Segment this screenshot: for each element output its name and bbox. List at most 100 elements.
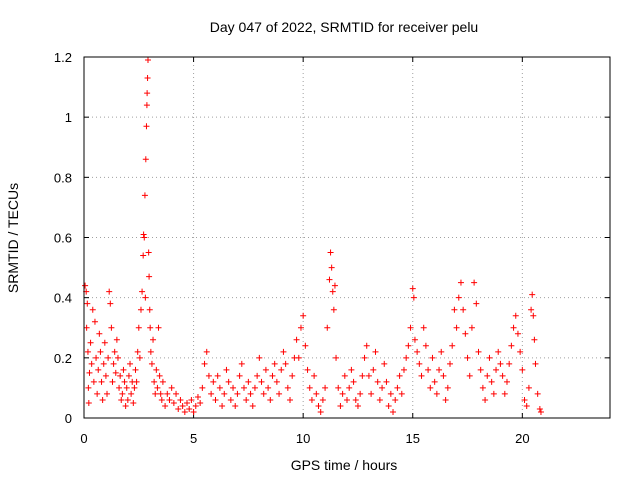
data-point	[451, 306, 458, 313]
data-point	[517, 348, 524, 355]
data-point	[164, 390, 171, 397]
data-point	[473, 300, 480, 307]
data-point	[212, 396, 219, 403]
data-point	[531, 336, 538, 343]
data-point	[84, 348, 91, 355]
data-point	[86, 369, 93, 376]
data-point	[405, 342, 412, 349]
y-tick-label: 0.6	[54, 231, 72, 246]
data-point	[142, 156, 149, 163]
data-point	[97, 348, 104, 355]
data-point	[400, 366, 407, 373]
data-point	[521, 396, 528, 403]
data-point	[280, 348, 287, 355]
data-point	[102, 372, 109, 379]
data-point	[134, 348, 141, 355]
data-point	[262, 366, 269, 373]
data-point	[394, 384, 401, 391]
data-point	[287, 396, 294, 403]
data-point	[123, 384, 130, 391]
data-point	[152, 390, 159, 397]
data-point	[137, 306, 144, 313]
data-point	[85, 384, 92, 391]
data-point	[466, 372, 473, 379]
grid-layer	[84, 57, 610, 418]
data-point	[151, 378, 158, 385]
data-point	[418, 372, 425, 379]
data-point	[144, 90, 151, 97]
data-point	[530, 312, 537, 319]
data-point	[100, 360, 107, 367]
data-point	[537, 408, 544, 415]
y-tick-label: 0.4	[54, 291, 72, 306]
data-point	[381, 360, 388, 367]
data-point	[156, 372, 163, 379]
data-point	[457, 279, 464, 286]
data-point	[157, 390, 164, 397]
tick-layer: 0 5 10 15 20 0 0.2 0.4 0.6 0.8 1 1.2	[54, 50, 610, 446]
data-point	[319, 396, 326, 403]
data-point	[105, 354, 112, 361]
data-point	[449, 342, 456, 349]
data-point	[302, 342, 309, 349]
data-point	[87, 339, 94, 346]
data-point	[529, 291, 536, 298]
data-point	[508, 342, 515, 349]
data-point	[390, 408, 397, 415]
data-point	[146, 273, 153, 280]
data-point	[306, 384, 313, 391]
data-point	[422, 342, 429, 349]
data-point	[440, 372, 447, 379]
data-point	[208, 390, 215, 397]
data-point	[420, 324, 427, 331]
data-point	[403, 354, 410, 361]
data-point	[370, 366, 377, 373]
data-point	[168, 384, 175, 391]
data-point	[512, 312, 519, 319]
data-point	[337, 402, 344, 409]
data-point	[245, 378, 252, 385]
data-point	[410, 294, 417, 301]
data-point	[346, 384, 353, 391]
data-point	[361, 354, 368, 361]
data-point	[479, 384, 486, 391]
data-point	[205, 372, 212, 379]
data-point	[109, 378, 116, 385]
data-point	[93, 354, 100, 361]
data-point	[120, 366, 127, 373]
data-point	[140, 252, 147, 259]
data-point	[444, 384, 451, 391]
data-point	[431, 378, 438, 385]
data-point	[147, 348, 154, 355]
data-point	[143, 102, 150, 109]
data-point	[162, 402, 169, 409]
data-point	[407, 324, 414, 331]
data-point	[282, 360, 289, 367]
data-point	[475, 348, 482, 355]
data-point	[372, 348, 379, 355]
data-point	[333, 354, 340, 361]
data-point	[221, 390, 228, 397]
data-point	[278, 366, 285, 373]
data-point	[190, 408, 197, 415]
data-point	[104, 390, 111, 397]
data-point	[330, 306, 337, 313]
data-point	[379, 384, 386, 391]
data-point	[153, 366, 160, 373]
data-point	[148, 360, 155, 367]
data-point	[297, 324, 304, 331]
data-point	[311, 372, 318, 379]
data-point	[416, 360, 423, 367]
data-point	[519, 366, 526, 373]
data-point	[107, 300, 114, 307]
data-point	[488, 378, 495, 385]
data-point	[243, 396, 250, 403]
data-point	[532, 360, 539, 367]
data-point	[308, 396, 315, 403]
data-point	[114, 354, 121, 361]
data-point	[354, 402, 361, 409]
data-point	[199, 384, 206, 391]
data-point	[82, 282, 89, 289]
